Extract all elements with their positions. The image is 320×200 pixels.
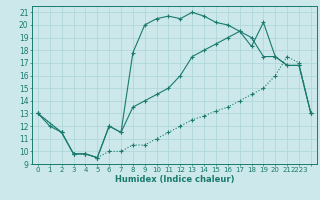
- X-axis label: Humidex (Indice chaleur): Humidex (Indice chaleur): [115, 175, 234, 184]
